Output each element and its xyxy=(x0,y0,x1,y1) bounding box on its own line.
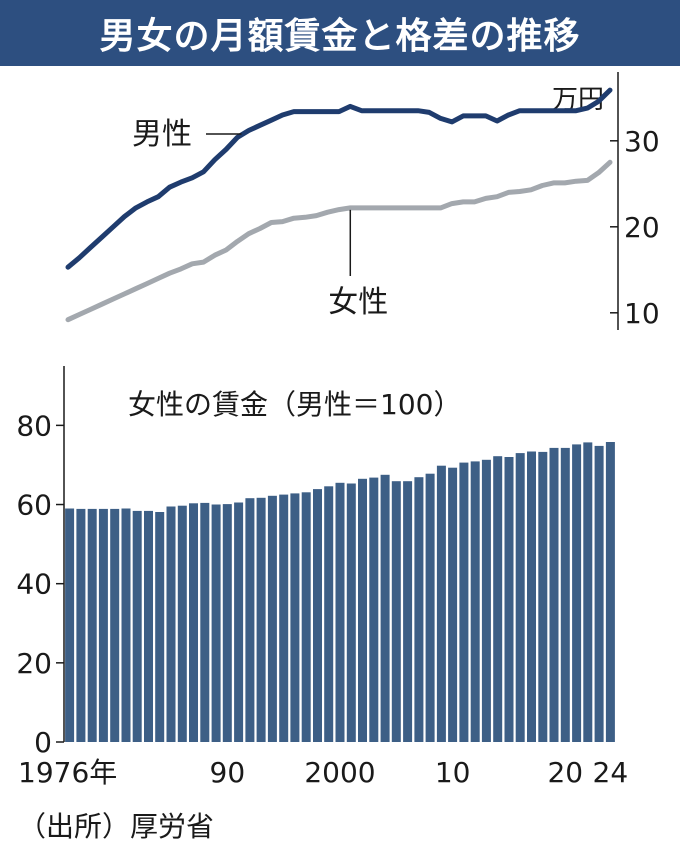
bar xyxy=(324,486,334,742)
bottom-y-tick-label: 0 xyxy=(34,726,52,759)
series-label-female: 女性 xyxy=(328,285,388,320)
bar xyxy=(65,508,75,742)
bar xyxy=(256,497,266,742)
x-tick-label: 1976年 xyxy=(18,756,117,789)
wage-ratio-bar-chart: 0 20 40 60 80 1976年 90 2000 10 20 24 女性の賃金（男性＝100… xyxy=(16,366,628,789)
series-line-male xyxy=(65,87,613,270)
x-tick-label: 24 xyxy=(593,756,629,789)
series-line-female xyxy=(65,159,613,323)
bar xyxy=(98,508,108,742)
bar xyxy=(279,494,289,742)
bar xyxy=(313,489,322,742)
bar xyxy=(358,478,367,742)
bar-chart-title: 女性の賃金（男性＝100） xyxy=(128,388,461,421)
bar xyxy=(121,508,131,742)
source-note: （出所）厚労省 xyxy=(18,810,214,843)
bar xyxy=(515,453,525,742)
bar xyxy=(87,508,97,742)
bar xyxy=(346,483,356,742)
bar xyxy=(166,506,176,742)
bar xyxy=(425,473,435,742)
bar xyxy=(470,461,480,742)
bar xyxy=(594,445,604,742)
bars xyxy=(65,442,615,742)
bar xyxy=(459,462,469,742)
x-tick-label: 2000 xyxy=(304,756,375,789)
bar xyxy=(335,482,345,742)
bar xyxy=(144,510,153,742)
bottom-y-tick-label: 80 xyxy=(16,409,52,442)
bar xyxy=(110,508,120,742)
bar xyxy=(211,504,221,742)
bar xyxy=(538,451,548,742)
bar xyxy=(414,477,424,742)
title-bar: 男女の月額賃金と格差の推移 xyxy=(0,0,680,66)
bottom-y-tick-label: 40 xyxy=(16,568,52,601)
bar xyxy=(391,481,401,742)
top-y-tick-label: 10 xyxy=(624,297,660,330)
bar xyxy=(132,510,142,742)
bar xyxy=(155,512,165,742)
bar xyxy=(301,492,311,742)
bar xyxy=(481,459,491,742)
top-y-tick-label: 30 xyxy=(624,125,660,158)
series-lines xyxy=(65,87,613,323)
bar xyxy=(504,457,514,742)
bar xyxy=(245,498,255,742)
series-label-male: 男性 xyxy=(132,117,192,152)
bar xyxy=(605,442,615,742)
bar xyxy=(572,444,582,742)
bar xyxy=(583,442,593,742)
chart-title: 男女の月額賃金と格差の推移 xyxy=(99,16,581,57)
bar xyxy=(493,456,503,742)
bar xyxy=(267,495,277,742)
bar xyxy=(369,477,379,742)
bar xyxy=(380,474,390,742)
bar xyxy=(76,508,86,742)
top-y-ticks: 10 20 30 xyxy=(610,125,660,330)
bar xyxy=(448,467,458,742)
x-tick-label: 20 xyxy=(547,756,583,789)
x-tick-labels: 1976年 90 2000 10 20 24 xyxy=(18,756,628,789)
bar xyxy=(177,505,187,742)
bar xyxy=(189,503,198,742)
bar xyxy=(200,502,210,742)
bottom-y-tick-label: 20 xyxy=(16,647,52,680)
bar xyxy=(403,481,413,742)
bottom-y-tick-label: 60 xyxy=(16,489,52,522)
x-tick-label: 10 xyxy=(435,756,471,789)
bar xyxy=(549,447,559,742)
top-y-tick-label: 20 xyxy=(624,211,660,244)
bar xyxy=(560,447,570,742)
bottom-y-ticks: 0 20 40 60 80 xyxy=(16,409,64,759)
bar xyxy=(222,504,232,742)
bar xyxy=(527,451,536,742)
bar xyxy=(234,502,244,742)
x-tick-label: 90 xyxy=(210,756,246,789)
bar xyxy=(290,493,300,742)
bar xyxy=(436,465,446,742)
